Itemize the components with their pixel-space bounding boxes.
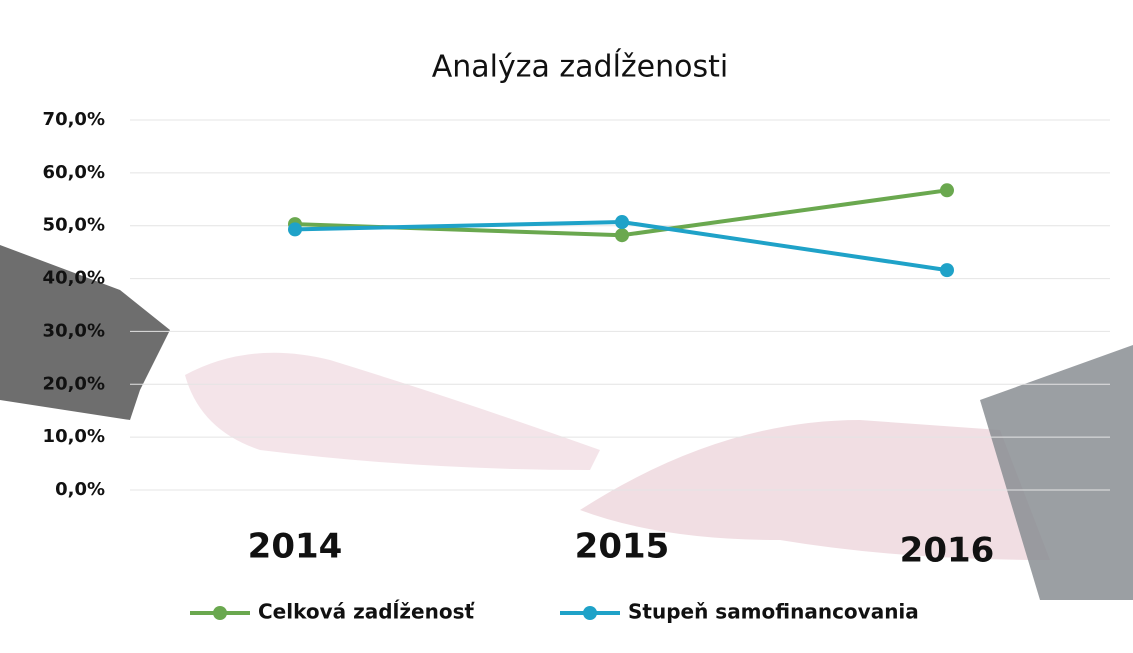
x-tick-label: 2015 [575, 527, 670, 567]
legend-marker [213, 606, 227, 620]
x-tick-label: 2016 [900, 531, 995, 571]
legend-label: Celková zadĺženosť [258, 600, 475, 624]
y-tick-label: 50,0% [43, 215, 105, 236]
data-point [615, 228, 629, 242]
x-tick-label: 2014 [248, 527, 343, 567]
y-tick-label: 40,0% [43, 268, 105, 289]
y-tick-label: 10,0% [43, 426, 105, 447]
data-point [940, 183, 954, 197]
legend-label: Stupeň samofinancovania [628, 600, 919, 624]
legend-marker [583, 606, 597, 620]
y-tick-label: 20,0% [43, 373, 105, 394]
y-tick-label: 0,0% [55, 479, 105, 500]
chart-title: Analýza zadĺženosti [432, 49, 728, 85]
y-tick-label: 60,0% [43, 162, 105, 183]
y-tick-label: 30,0% [43, 320, 105, 341]
data-point [615, 215, 629, 229]
data-point [940, 263, 954, 277]
data-point [288, 222, 302, 236]
y-tick-label: 70,0% [43, 109, 105, 130]
chart: Analýza zadĺženosti 0,0% 10,0% 20,0% 30,0% 4… [0, 0, 1133, 653]
